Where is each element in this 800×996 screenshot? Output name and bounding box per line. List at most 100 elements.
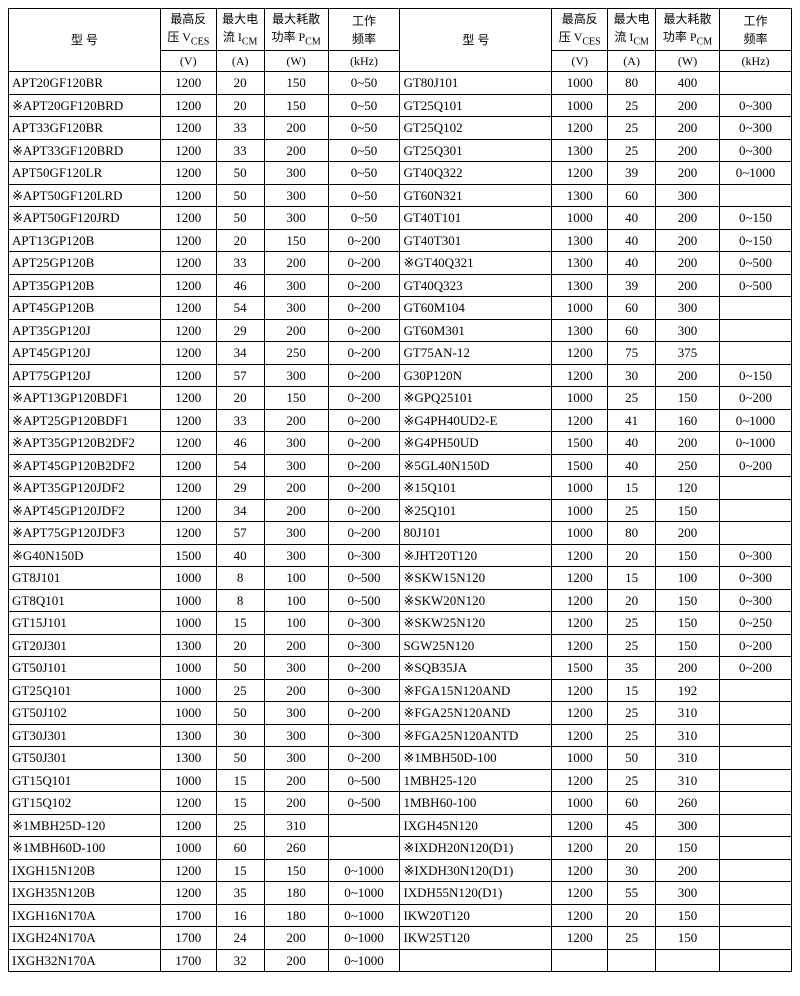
cell-a: 15 <box>216 769 264 792</box>
cell-v: 1300 <box>160 724 216 747</box>
cell-a: 20 <box>216 72 264 95</box>
cell-model: APT45GP120J <box>9 342 161 365</box>
cell-a: 33 <box>216 117 264 140</box>
unit-a-right: (A) <box>608 51 656 72</box>
cell-a: 39 <box>608 274 656 297</box>
table-row: ※APT45GP120JDF21200342000~200※25Q1011000… <box>9 499 792 522</box>
table-row: GT25Q1011000252000~300※FGA15N120AND12001… <box>9 679 792 702</box>
unit-khz-right: (kHz) <box>720 51 792 72</box>
cell-v: 1000 <box>552 94 608 117</box>
cell-w: 160 <box>656 409 720 432</box>
cell-w: 310 <box>656 724 720 747</box>
cell-a: 29 <box>216 477 264 500</box>
table-row: ※APT45GP120B2DF21200543000~200※5GL40N150… <box>9 454 792 477</box>
cell-w: 200 <box>656 139 720 162</box>
cell-model: GT80J101 <box>400 72 552 95</box>
cell-model: ※APT35GP120B2DF2 <box>9 432 161 455</box>
cell-a: 20 <box>608 544 656 567</box>
cell-v: 1200 <box>160 477 216 500</box>
cell-v: 1500 <box>160 544 216 567</box>
cell-v: 1200 <box>160 319 216 342</box>
cell-v: 1200 <box>160 72 216 95</box>
cell-w: 200 <box>656 364 720 387</box>
cell-f: 0~200 <box>328 432 400 455</box>
cell-v: 1200 <box>552 904 608 927</box>
cell-a: 32 <box>216 949 264 972</box>
cell-f <box>720 724 792 747</box>
cell-w: 200 <box>656 229 720 252</box>
cell-v <box>552 949 608 972</box>
cell-v: 1000 <box>552 207 608 230</box>
cell-a: 33 <box>216 409 264 432</box>
cell-w: 150 <box>656 634 720 657</box>
cell-model: GT15Q102 <box>9 792 161 815</box>
cell-model: GT50J101 <box>9 657 161 680</box>
table-row: GT30J3011300303000~300※FGA25N120ANTD1200… <box>9 724 792 747</box>
cell-a: 15 <box>608 679 656 702</box>
table-row: ※APT25GP120BDF11200332000~200※G4PH40UD2-… <box>9 409 792 432</box>
cell-w: 100 <box>264 589 328 612</box>
table-row: ※APT13GP120BDF11200201500~200※GPQ2510110… <box>9 387 792 410</box>
cell-w: 300 <box>264 522 328 545</box>
cell-w: 310 <box>264 814 328 837</box>
cell-w: 310 <box>656 702 720 725</box>
col-icm-left-1: 最大电流 ICM <box>216 9 264 51</box>
table-header: 型 号 最高反压 VCES 最大电流 ICM 最大耗散功率 PCM 工作频率 型… <box>9 9 792 72</box>
cell-a: 25 <box>608 702 656 725</box>
cell-a: 25 <box>608 724 656 747</box>
cell-v: 1200 <box>552 769 608 792</box>
cell-f: 0~200 <box>328 454 400 477</box>
cell-a: 60 <box>608 792 656 815</box>
cell-model: GT40T301 <box>400 229 552 252</box>
table-row: GT50J1011000503000~200※SQB35JA1500352000… <box>9 657 792 680</box>
cell-f: 0~300 <box>328 724 400 747</box>
cell-f: 0~1000 <box>328 927 400 950</box>
cell-f: 0~300 <box>720 544 792 567</box>
cell-model: ※15Q101 <box>400 477 552 500</box>
cell-v: 1200 <box>552 634 608 657</box>
cell-f <box>720 837 792 860</box>
cell-a: 30 <box>608 859 656 882</box>
cell-model: APT35GP120B <box>9 274 161 297</box>
cell-a: 40 <box>216 544 264 567</box>
cell-v: 1000 <box>552 297 608 320</box>
cell-f: 0~300 <box>720 567 792 590</box>
table-row: GT15Q1021200152000~5001MBH60-10010006026… <box>9 792 792 815</box>
cell-w: 150 <box>656 544 720 567</box>
cell-a: 55 <box>608 882 656 905</box>
table-row: ※APT50GF120JRD1200503000~50GT40T10110004… <box>9 207 792 230</box>
table-row: APT33GF120BR1200332000~50GT25Q1021200252… <box>9 117 792 140</box>
cell-f <box>720 927 792 950</box>
col-vces-left-1: 最高反压 VCES <box>160 9 216 51</box>
cell-w <box>656 949 720 972</box>
cell-v: 1200 <box>552 589 608 612</box>
cell-f: 0~200 <box>328 364 400 387</box>
cell-f <box>720 859 792 882</box>
cell-model: 1MBH60-100 <box>400 792 552 815</box>
cell-a: 15 <box>216 612 264 635</box>
cell-a: 25 <box>608 499 656 522</box>
cell-f: 0~50 <box>328 94 400 117</box>
cell-f <box>720 72 792 95</box>
cell-w: 300 <box>264 657 328 680</box>
cell-model: IXGH15N120B <box>9 859 161 882</box>
cell-w: 300 <box>264 274 328 297</box>
col-freq-right-1: 工作频率 <box>720 9 792 51</box>
col-pcm-left-1: 最大耗散功率 PCM <box>264 9 328 51</box>
cell-f <box>720 522 792 545</box>
cell-model: APT25GP120B <box>9 252 161 275</box>
cell-v: 1700 <box>160 904 216 927</box>
cell-a: 33 <box>216 139 264 162</box>
cell-v: 1200 <box>160 297 216 320</box>
cell-model: ※APT25GP120BDF1 <box>9 409 161 432</box>
cell-w: 300 <box>264 162 328 185</box>
cell-v: 1000 <box>160 612 216 635</box>
cell-a: 34 <box>216 342 264 365</box>
cell-f: 0~1000 <box>720 409 792 432</box>
cell-f: 0~200 <box>328 522 400 545</box>
table-row: GT8J101100081000~500※SKW15N1201200151000… <box>9 567 792 590</box>
cell-f: 0~200 <box>328 702 400 725</box>
table-row: ※1MBH25D-120120025310IXGH45N120120045300 <box>9 814 792 837</box>
table-row: APT45GP120J1200342500~200GT75AN-12120075… <box>9 342 792 365</box>
cell-v: 1200 <box>160 499 216 522</box>
